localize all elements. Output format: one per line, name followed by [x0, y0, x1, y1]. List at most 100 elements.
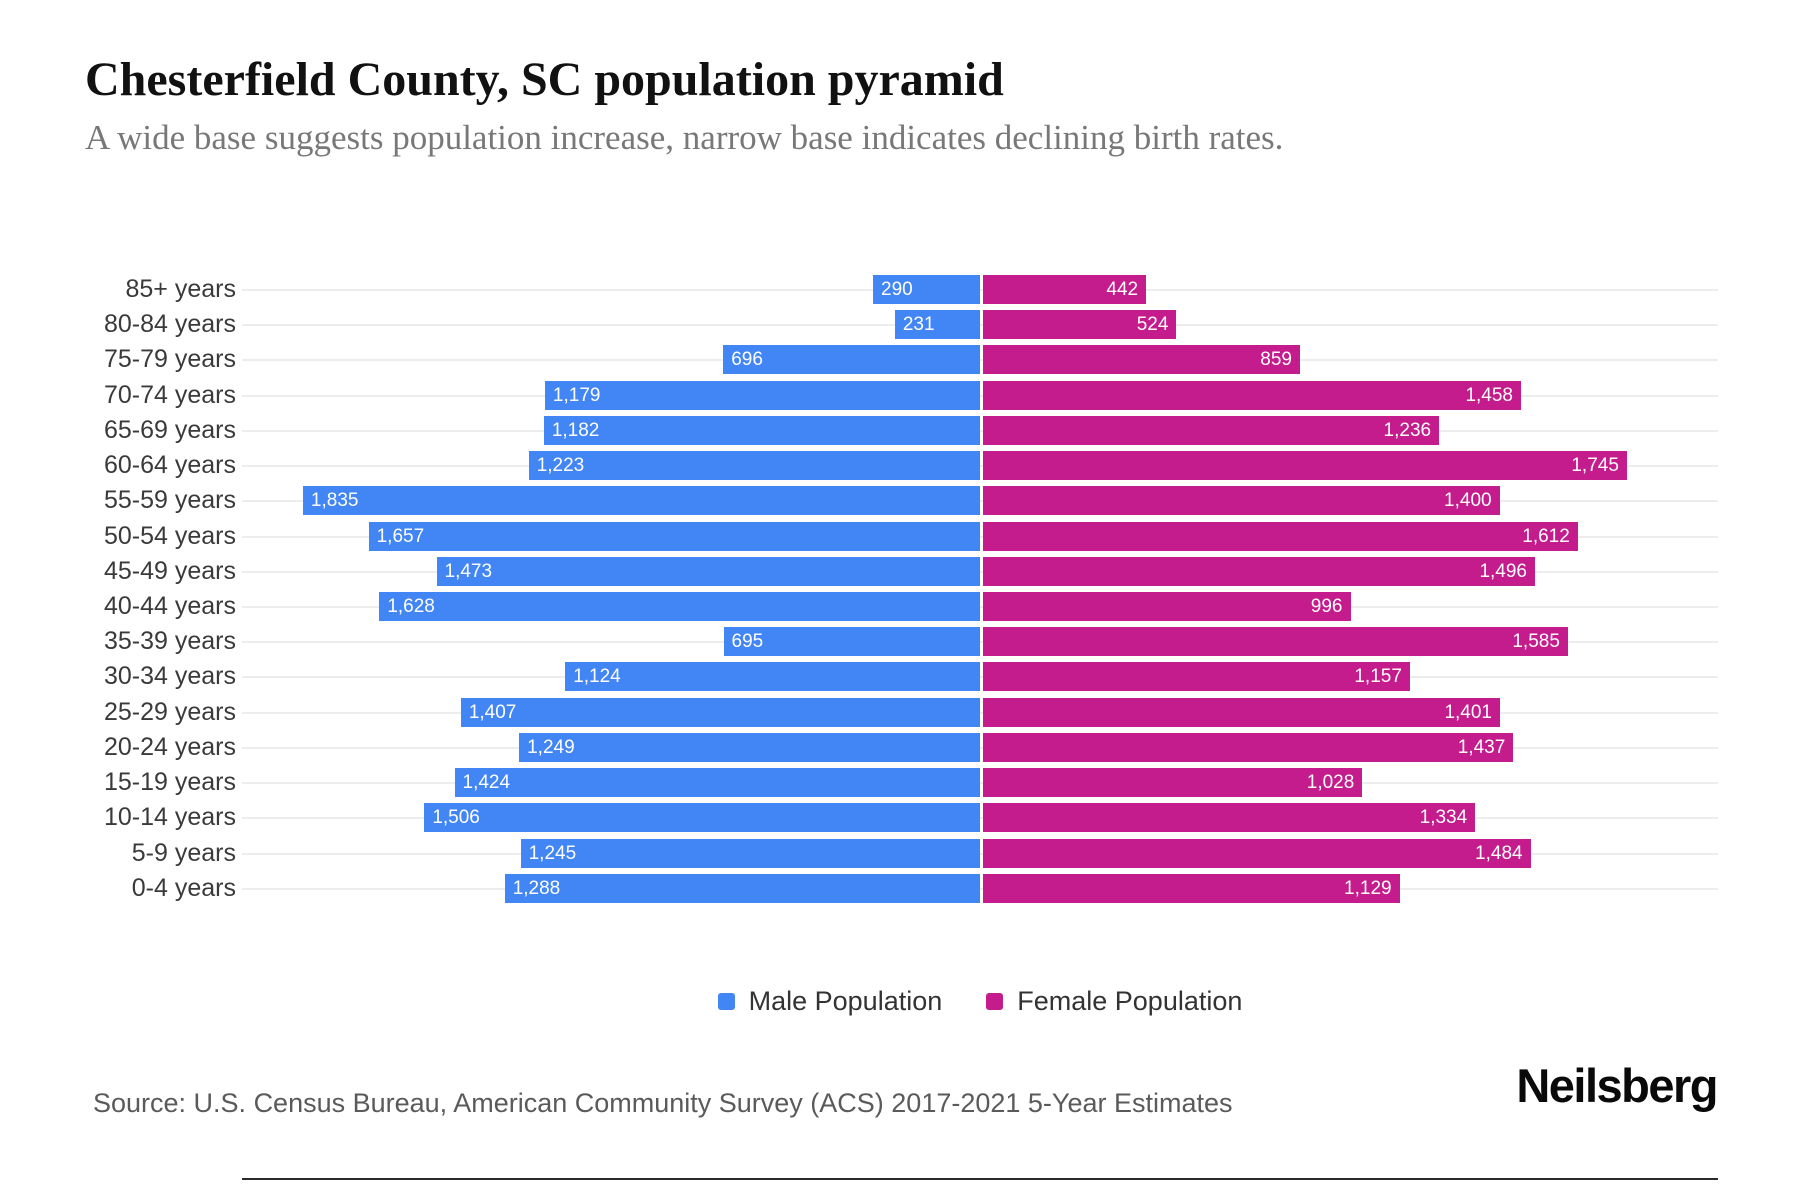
male-bar[interactable]: 1,506	[424, 803, 980, 833]
female-bar[interactable]: 1,612	[983, 521, 1578, 551]
male-bar[interactable]: 1,657	[368, 521, 980, 551]
row-gridline	[242, 852, 1718, 855]
age-group-label: 60-64 years	[103, 451, 236, 480]
female-bar-value: 1,236	[1383, 419, 1432, 441]
female-bar[interactable]: 1,157	[983, 662, 1410, 692]
row-gridline	[242, 359, 1718, 362]
female-bar[interactable]: 1,236	[983, 415, 1440, 445]
row-gridline	[242, 605, 1718, 608]
row-gridline	[242, 289, 1718, 291]
age-group-label: 40-44 years	[103, 591, 236, 620]
row-gridline	[242, 676, 1718, 679]
pyramid-row: 60-64 years 1,223 1,745	[0, 448, 1800, 483]
female-bar[interactable]: 1,028	[983, 768, 1363, 798]
x-axis-line	[242, 1178, 1718, 1180]
female-bar-value: 859	[1260, 349, 1292, 371]
female-bar[interactable]: 996	[983, 591, 1351, 621]
female-bar-value: 1,585	[1512, 631, 1560, 653]
female-bar-value: 1,612	[1522, 525, 1570, 547]
female-bar[interactable]: 1,437	[983, 732, 1514, 762]
male-bar[interactable]: 290	[873, 275, 980, 304]
male-bar-value: 1,245	[528, 842, 577, 864]
legend-item-female[interactable]: Female Population	[986, 986, 1242, 1017]
age-group-label: 45-49 years	[103, 556, 236, 585]
pyramid-row: 35-39 years 695 1,585	[0, 624, 1800, 659]
male-bar[interactable]: 1,835	[302, 486, 980, 516]
female-bar-value: 1,129	[1344, 877, 1392, 899]
female-bar[interactable]: 1,334	[983, 803, 1476, 833]
male-bar[interactable]: 1,245	[520, 838, 980, 868]
page-subtitle: A wide base suggests population increase…	[85, 118, 1284, 157]
male-bar-value: 290	[881, 279, 913, 300]
population-pyramid-chart: 85+ years 290 442 80-84 years 231 524 75-79 ye…	[0, 272, 1800, 1180]
female-bar[interactable]: 1,484	[983, 838, 1531, 868]
male-bar[interactable]: 1,424	[454, 768, 980, 798]
female-bar-value: 1,334	[1419, 807, 1468, 829]
female-bar-value: 1,157	[1354, 666, 1402, 688]
pyramid-row: 80-84 years 231 524	[0, 307, 1800, 342]
male-bar[interactable]: 1,249	[519, 732, 980, 762]
female-legend-label: Female Population	[1017, 986, 1243, 1016]
male-bar[interactable]: 1,628	[379, 591, 980, 621]
male-bar[interactable]: 1,124	[565, 662, 980, 692]
row-gridline	[242, 782, 1718, 785]
page-title: Chesterfield County, SC population pyram…	[85, 53, 1004, 106]
male-bar[interactable]: 1,179	[544, 380, 980, 410]
female-bar-value: 1,028	[1306, 772, 1355, 794]
age-group-label: 80-84 years	[103, 310, 236, 339]
row-gridline	[242, 570, 1718, 573]
female-bar-value: 1,400	[1444, 490, 1492, 512]
female-bar-value: 442	[1106, 279, 1139, 300]
male-bar[interactable]: 696	[723, 345, 980, 375]
pyramid-row: 5-9 years 1,245 1,484	[0, 836, 1800, 871]
age-group-label: 50-54 years	[103, 521, 236, 550]
male-bar-value: 1,288	[512, 877, 561, 899]
age-group-label: 15-19 years	[103, 768, 236, 797]
pyramid-row: 45-49 years 1,473 1,496	[0, 554, 1800, 589]
male-bar[interactable]: 1,288	[504, 873, 980, 903]
male-bar-value: 696	[731, 349, 763, 371]
row-gridline	[242, 429, 1718, 432]
pyramid-row: 50-54 years 1,657 1,612	[0, 519, 1800, 554]
source-attribution: Source: U.S. Census Bureau, American Com…	[93, 1088, 1233, 1118]
female-bar[interactable]: 1,496	[983, 556, 1535, 586]
male-bar-value: 1,835	[310, 490, 359, 512]
pyramid-row: 85+ years 290 442	[0, 272, 1800, 307]
female-bar-value: 1,745	[1571, 455, 1619, 477]
male-bar-value: 1,407	[468, 701, 517, 723]
legend-item-male[interactable]: Male Population	[717, 986, 943, 1017]
female-bar[interactable]: 1,400	[983, 486, 1500, 516]
female-bar[interactable]: 442	[983, 275, 1147, 304]
age-group-label: 10-14 years	[103, 803, 236, 832]
female-bar[interactable]: 1,585	[983, 627, 1568, 657]
male-bar[interactable]: 695	[723, 627, 980, 657]
legend: Male Population Female Population	[242, 986, 1718, 1017]
female-bar-value: 1,496	[1479, 560, 1527, 582]
pyramid-row: 10-14 years 1,506 1,334	[0, 800, 1800, 835]
age-group-label: 35-39 years	[103, 627, 236, 656]
age-group-label: 75-79 years	[103, 345, 236, 374]
male-bar[interactable]: 231	[894, 310, 980, 340]
female-bar-value: 996	[1310, 595, 1343, 617]
male-bar[interactable]: 1,473	[436, 556, 980, 586]
row-gridline	[242, 500, 1718, 503]
male-bar-value: 1,424	[462, 772, 511, 794]
female-bar[interactable]: 859	[983, 345, 1300, 375]
age-group-label: 20-24 years	[103, 732, 236, 761]
female-bar[interactable]: 1,458	[983, 380, 1521, 410]
female-bar[interactable]: 524	[983, 310, 1177, 340]
female-bar[interactable]: 1,129	[983, 873, 1400, 903]
female-bar[interactable]: 1,745	[983, 451, 1627, 481]
male-bar[interactable]: 1,223	[528, 451, 980, 481]
pyramid-row: 40-44 years 1,628 996	[0, 589, 1800, 624]
female-bar[interactable]: 1,401	[983, 697, 1500, 727]
male-bar-value: 1,124	[573, 666, 621, 688]
neilsberg-logo: Neilsberg	[1516, 1059, 1718, 1112]
female-legend-swatch-icon	[986, 993, 1004, 1010]
female-bar-value: 1,401	[1444, 701, 1492, 723]
age-group-label: 0-4 years	[131, 873, 236, 902]
male-bar[interactable]: 1,407	[460, 697, 980, 727]
male-legend-label: Male Population	[748, 986, 943, 1016]
male-bar[interactable]: 1,182	[543, 415, 980, 445]
